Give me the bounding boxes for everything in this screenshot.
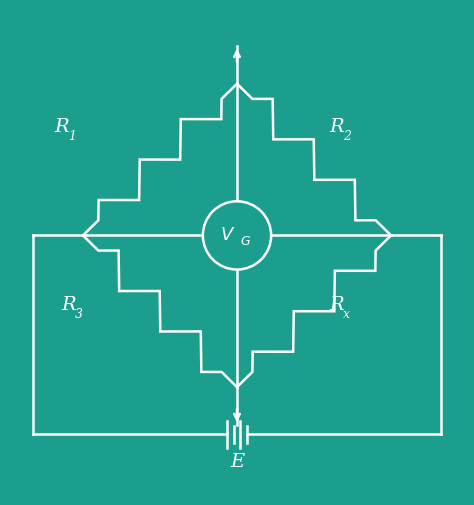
Text: R: R	[329, 118, 344, 136]
Text: 3: 3	[75, 308, 83, 321]
Text: V: V	[221, 226, 233, 244]
Text: 2: 2	[343, 130, 351, 143]
Text: x: x	[343, 308, 350, 321]
Text: R: R	[329, 295, 344, 314]
Text: E: E	[230, 451, 244, 470]
Text: 1: 1	[68, 130, 76, 143]
Circle shape	[203, 202, 271, 270]
Text: G: G	[241, 234, 250, 247]
Text: R: R	[55, 118, 69, 136]
Text: R: R	[62, 295, 76, 314]
